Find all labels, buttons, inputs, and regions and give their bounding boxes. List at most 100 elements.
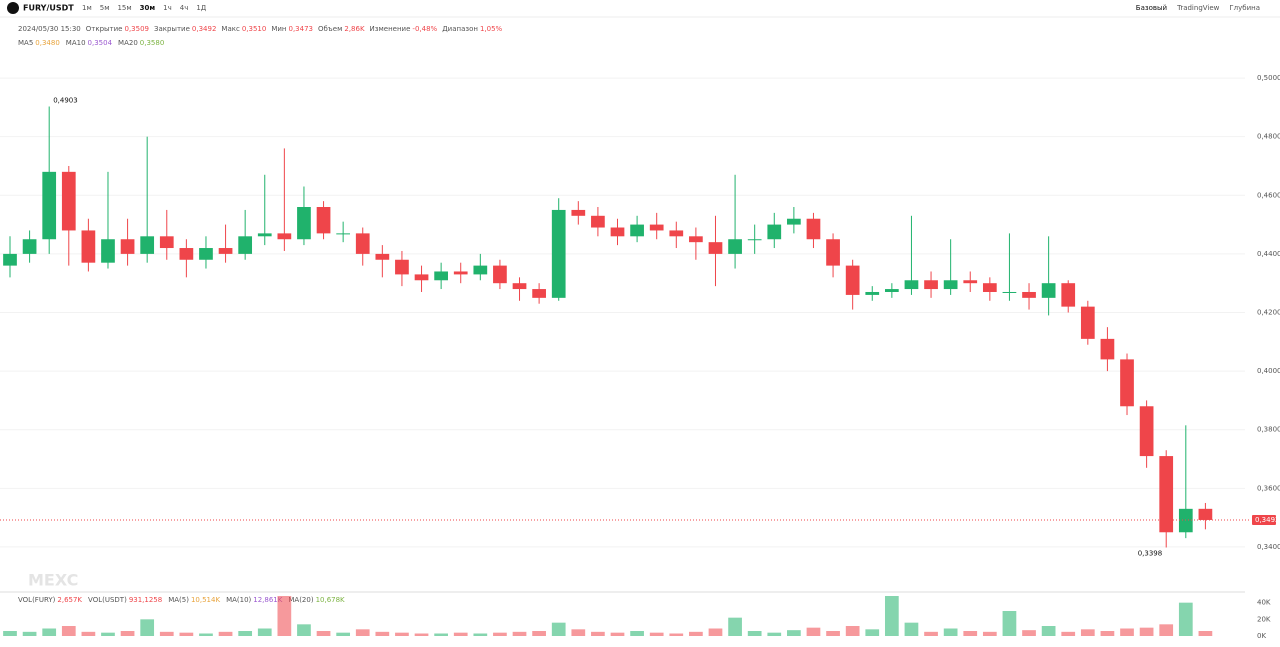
candle-body — [1080, 306, 1095, 339]
info-label: Объем — [318, 25, 342, 33]
vol-legend-label: VOL(USDT) — [88, 596, 127, 604]
candle-body — [277, 233, 292, 240]
info-value: -0,48% — [412, 25, 437, 33]
volume-bar — [199, 633, 213, 636]
volume-bar — [1178, 602, 1193, 636]
pair[interactable]: FURY/USDT — [23, 4, 74, 13]
volume-bar — [218, 631, 233, 636]
volume-bar — [884, 596, 899, 636]
view-tab[interactable]: Глубина — [1229, 4, 1260, 12]
candle-body — [767, 224, 782, 240]
interval-tab[interactable]: 1Д — [196, 4, 206, 12]
last-price-box — [1252, 514, 1276, 525]
candle-body — [747, 239, 762, 241]
vol-legend-value: 10,678K — [316, 596, 345, 604]
y-tick-label: 0,5000 — [1257, 74, 1280, 82]
vol-legend-label: MA(5) — [168, 596, 189, 604]
volume-bar — [257, 628, 272, 636]
candle-body — [649, 224, 664, 231]
candle-body — [551, 209, 566, 298]
volume-bar — [395, 632, 409, 636]
y-tick-label: 0,4200 — [1257, 308, 1280, 316]
candle-body — [179, 248, 194, 260]
volume-bar — [453, 632, 468, 636]
volume-bar — [1100, 631, 1115, 636]
candle-body — [904, 280, 919, 290]
volume-bar — [630, 631, 644, 636]
volume-bar — [179, 632, 194, 636]
candle-body — [316, 207, 331, 234]
candle-body — [101, 239, 115, 263]
vol-legend-value: 12,861K — [253, 596, 282, 604]
candle-body — [42, 171, 57, 240]
interval-tab[interactable]: 1м — [82, 4, 92, 12]
volume-bar — [277, 596, 292, 636]
candle-body — [453, 271, 468, 275]
interval-tab[interactable]: 5м — [100, 4, 110, 12]
info-value: 0,3473 — [288, 25, 313, 33]
volume-bar — [689, 631, 703, 636]
vol-legend-value: 10,514K — [191, 596, 220, 604]
volume-bar — [434, 633, 448, 636]
interval-tab[interactable]: 4ч — [180, 4, 189, 12]
volume-bar — [982, 631, 997, 636]
interval-tab[interactable]: 1ч — [163, 4, 172, 12]
candle-body — [1139, 406, 1154, 457]
view-tab[interactable]: TradingView — [1176, 4, 1220, 12]
candle-body — [3, 253, 17, 266]
candle-body — [140, 236, 155, 254]
candle-body — [728, 239, 742, 254]
ma-label: MA10 — [66, 39, 86, 47]
view-tab[interactable]: Базовый — [1136, 4, 1167, 12]
volume-bar — [316, 631, 331, 636]
candle-body — [375, 253, 390, 260]
vol-tick-label: 20K — [1257, 615, 1271, 623]
candle-body — [159, 236, 174, 249]
ma-value: 0,3480 — [35, 39, 60, 47]
candle-body — [943, 280, 958, 290]
info-label: Диапазон — [442, 25, 478, 33]
candle-body — [708, 242, 723, 254]
info-value: 0,3510 — [242, 25, 267, 33]
candle-body — [395, 259, 409, 275]
y-tick-label: 0,4000 — [1257, 367, 1280, 375]
ma-value: 0,3580 — [140, 39, 165, 47]
info-label: Макс — [221, 25, 240, 33]
volume-bar — [1022, 630, 1036, 636]
interval-tab[interactable]: 30м — [140, 4, 156, 12]
candle-body — [610, 227, 625, 237]
vol-legend-value: 2,657K — [57, 596, 82, 604]
volume-bar — [81, 631, 96, 636]
candle-body — [884, 289, 899, 292]
volume-bar — [355, 629, 370, 636]
last-price-label: 0,3492 — [1255, 516, 1280, 524]
ma-label: MA20 — [118, 39, 138, 47]
volume-bar — [61, 626, 76, 636]
y-tick-label: 0,4800 — [1257, 133, 1280, 141]
candle-body — [532, 289, 546, 298]
volume-bar — [375, 631, 390, 636]
volume-bar — [512, 631, 527, 636]
vol-legend-label: MA(20) — [288, 596, 313, 604]
volume-bar — [924, 631, 938, 636]
toolbar — [0, 0, 1280, 17]
volume-bar — [610, 632, 625, 636]
candle-body — [297, 207, 311, 240]
y-tick-label: 0,4600 — [1257, 191, 1280, 199]
candle-body — [1061, 283, 1076, 307]
volume-bar — [845, 626, 860, 636]
volume-bar — [551, 622, 566, 636]
candle-body — [924, 280, 938, 290]
candle-body — [1159, 456, 1174, 533]
vol-legend-label: VOL(FURY) — [18, 596, 56, 604]
candle-body — [218, 248, 233, 254]
interval-tab[interactable]: 15м — [117, 4, 131, 12]
volume-bar — [238, 631, 253, 636]
candle-body — [199, 248, 213, 260]
info-value: 1,05% — [480, 25, 503, 33]
candle-body — [630, 224, 644, 237]
volume-bar — [414, 633, 429, 636]
volume-bar — [532, 631, 546, 636]
